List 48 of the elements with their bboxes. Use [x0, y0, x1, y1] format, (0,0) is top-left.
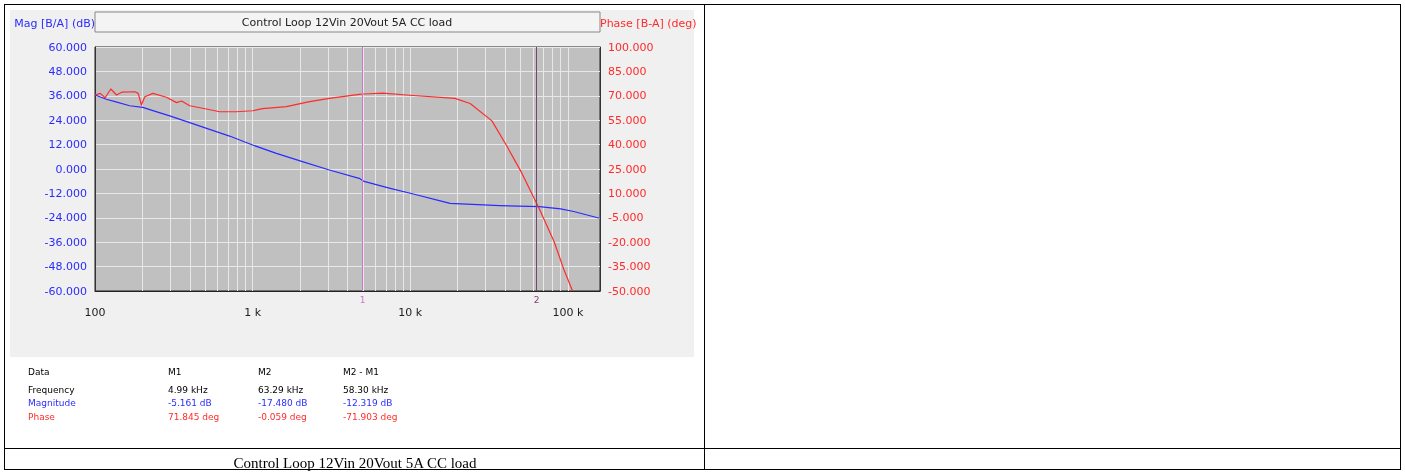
text: Data	[28, 367, 50, 377]
y-tick-label: -24.000	[44, 211, 87, 225]
y2-tick-label: -5.000	[608, 211, 644, 225]
y-tick-label: 36.000	[48, 89, 87, 103]
y2-tick-label: 70.000	[608, 89, 647, 103]
y2-tick-label: 55.000	[608, 113, 647, 127]
y-tick-label: 60.000	[48, 40, 87, 54]
y-tick-label: 0.000	[55, 162, 87, 176]
y2-tick-label: -50.000	[608, 284, 651, 298]
y-tick-label: 48.000	[48, 64, 87, 78]
y2-tick-label: 40.000	[608, 138, 647, 152]
text: -12.319 dB	[343, 398, 393, 408]
y2-tick-label: -35.000	[608, 260, 651, 274]
y-axis-title: Mag [B/A] (dB)	[14, 17, 95, 30]
x-tick-label: 100 k	[552, 306, 584, 319]
text: Magnitude	[28, 398, 77, 408]
text: -17.480 dB	[258, 398, 308, 408]
chart-title: Control Loop 12Vin 20Vout 5A CC load	[241, 15, 453, 29]
text: Control Loop 12Vin 20Vout 5A CC load	[233, 455, 477, 471]
text: -71.903 deg	[343, 411, 398, 422]
x-tick-label: 10 k	[398, 306, 423, 319]
text: M1	[168, 367, 182, 377]
text: 71.845 deg	[168, 411, 220, 422]
text: 63.29 kHz	[258, 384, 304, 395]
text: 58.30 kHz	[343, 384, 389, 395]
y-tick-label: -48.000	[44, 260, 87, 274]
y2-tick-label: 10.000	[608, 186, 647, 200]
annotation: 2	[533, 295, 540, 305]
y2-tick-label: 85.000	[608, 64, 647, 78]
text: -0.059 deg	[258, 411, 307, 422]
x-tick-label: 100	[84, 306, 106, 319]
y-tick-label: -60.000	[44, 284, 87, 298]
text: Phase	[28, 411, 56, 422]
text: 4.99 kHz	[168, 384, 208, 395]
text: -5.161 dB	[168, 398, 212, 408]
text: Frequency	[28, 384, 76, 395]
x-tick-label: 1 k	[244, 306, 262, 319]
y-tick-label: -12.000	[44, 186, 87, 200]
y-tick-label: -36.000	[44, 235, 87, 249]
text: M2 - M1	[343, 367, 379, 377]
annotation: 1	[359, 295, 366, 305]
y2-tick-label: 25.000	[608, 162, 647, 176]
text: M2	[258, 367, 272, 377]
y2-axis-title: Phase [B-A] (deg)	[600, 17, 697, 30]
y2-tick-label: 100.000	[608, 40, 654, 54]
y2-tick-label: -20.000	[608, 235, 651, 249]
y-tick-label: 12.000	[48, 138, 87, 152]
y-tick-label: 24.000	[48, 113, 87, 127]
